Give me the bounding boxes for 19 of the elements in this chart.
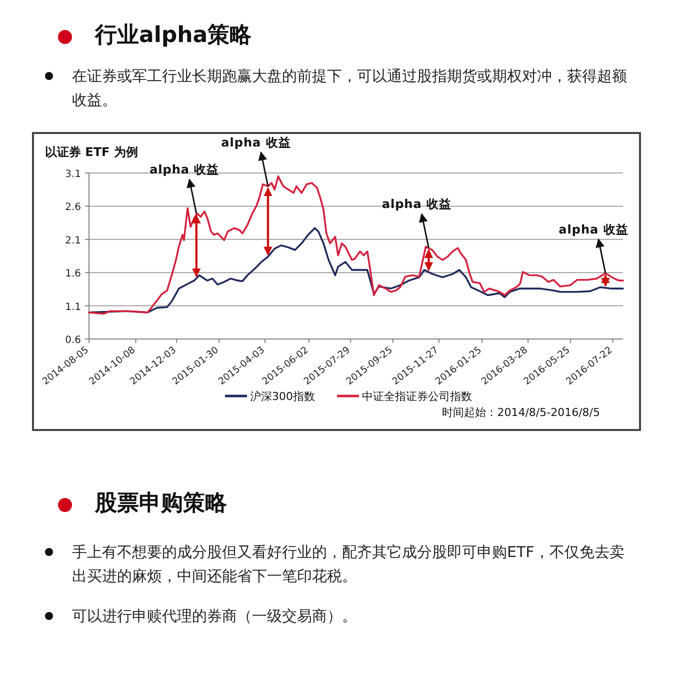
legend-label: 中证全指证券公司指数 (362, 390, 472, 403)
text: 时间起始：2014/8/5-2016/8/5 (442, 406, 600, 419)
text: 行业alpha策略 (95, 22, 252, 50)
y-tick-label: 3.1 (65, 169, 81, 180)
chart-title: 以证券 ETF 为例 (45, 145, 138, 159)
annotation: alpha 收益 (558, 222, 628, 236)
y-tick-label: 2.1 (65, 235, 81, 246)
y-tick-label: 2.6 (65, 202, 81, 214)
y-tick-label: 0.6 (65, 335, 81, 346)
text: 可以进行申赎代理的券商（一级交易商）。 (72, 606, 358, 627)
annotation: alpha 收益 (382, 197, 452, 212)
text: 股票申购策略 (95, 490, 227, 518)
y-tick-label: 1.1 (65, 302, 81, 313)
annotation: alpha 收益 (221, 135, 291, 150)
annotation: alpha 收益 (150, 162, 220, 177)
y-tick-label: 1.6 (65, 268, 81, 280)
text: 在证券或军工行业长期跑赢大盘的前提下，可以通过股指期货或期权对冲，获得超额收益。 (72, 66, 628, 111)
text: 手上有不想要的成分股但又看好行业的，配齐其它成分股即可申购ETF，不仅免去卖出买进的麻烦，中间还能省下一笔印花税。 (72, 542, 626, 587)
legend-label: 沪深300指数 (250, 390, 315, 403)
